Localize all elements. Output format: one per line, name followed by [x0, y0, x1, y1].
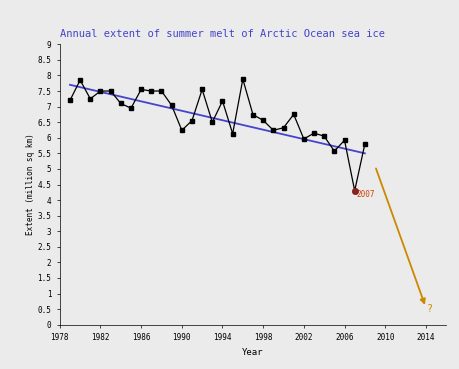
Text: Annual extent of summer melt of Arctic Ocean sea ice: Annual extent of summer melt of Arctic O… — [60, 30, 384, 39]
Y-axis label: Extent (million sq km): Extent (million sq km) — [26, 134, 35, 235]
Text: ?: ? — [426, 304, 432, 314]
Text: 2007: 2007 — [356, 190, 375, 199]
X-axis label: Year: Year — [242, 348, 263, 356]
